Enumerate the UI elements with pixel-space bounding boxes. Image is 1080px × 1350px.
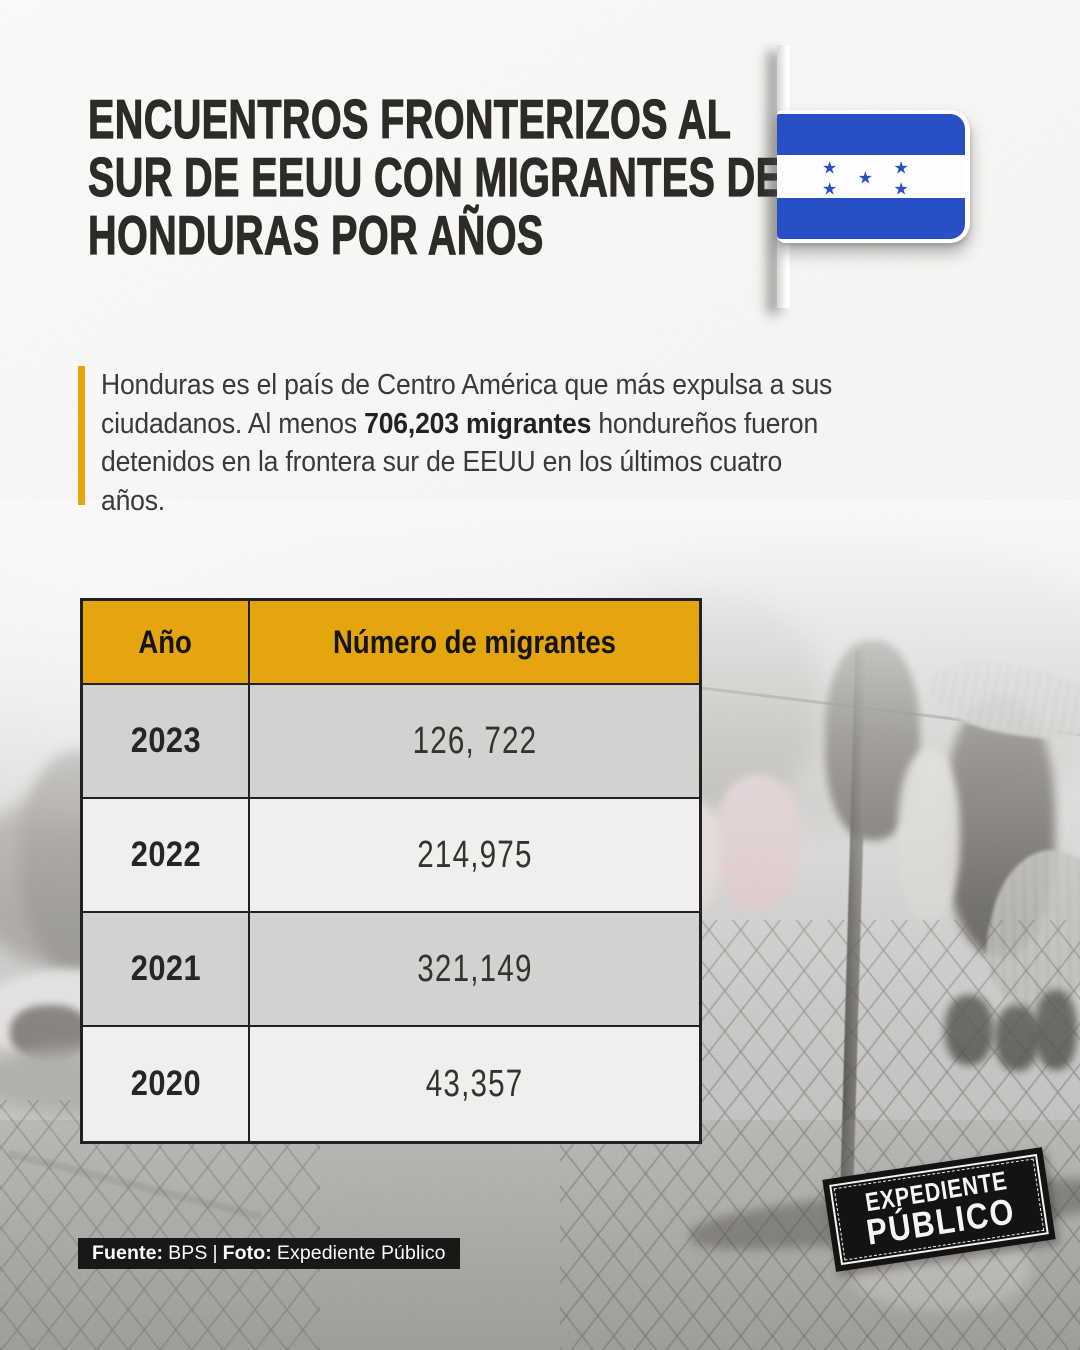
migrants-value: 43,357 bbox=[425, 1062, 524, 1105]
migrants-value: 126, 722 bbox=[412, 719, 537, 762]
flag-stripe-blue bbox=[777, 198, 965, 239]
flag-star-icon: ★ bbox=[857, 168, 873, 188]
year-value: 2020 bbox=[130, 1064, 201, 1103]
flag-star-icon: ★ bbox=[893, 179, 909, 199]
accent-bar bbox=[78, 366, 85, 505]
migrants-value: 321,149 bbox=[416, 947, 533, 990]
source-label: Fuente: bbox=[92, 1242, 164, 1264]
flag-stripe-blue bbox=[777, 114, 965, 155]
migrants-table: Año Número de migrantes 2023 126, 722 20… bbox=[80, 598, 702, 1144]
table-row-year: 2023 bbox=[83, 685, 250, 799]
title-line: SUR DE EEUU CON MIGRANTES DE bbox=[88, 146, 783, 208]
table-row-year: 2022 bbox=[83, 799, 250, 913]
table-row-value: 43,357 bbox=[250, 1027, 699, 1141]
honduras-flag-icon: ★ ★ ★ ★ ★ bbox=[777, 110, 970, 243]
table-row-value: 214,975 bbox=[250, 799, 699, 913]
intro-block: Honduras es el país de Centro América qu… bbox=[78, 366, 911, 520]
year-value: 2023 bbox=[130, 721, 201, 760]
caption-separator: | bbox=[212, 1242, 218, 1264]
table-header-year: Año bbox=[83, 601, 250, 685]
intro-highlight: 706,203 migrantes bbox=[364, 407, 592, 440]
flag-star-icon: ★ bbox=[822, 158, 838, 178]
year-value: 2021 bbox=[130, 949, 201, 988]
photo-label: Foto: bbox=[222, 1242, 272, 1264]
title-line: HONDURAS POR AÑOS bbox=[88, 204, 544, 266]
header-year-label: Año bbox=[138, 623, 193, 660]
migrants-value: 214,975 bbox=[416, 833, 533, 876]
flag-star-icon: ★ bbox=[822, 179, 838, 199]
year-value: 2022 bbox=[130, 835, 201, 874]
table-row-value: 126, 722 bbox=[250, 685, 699, 799]
photo-value: Expediente Público bbox=[276, 1242, 446, 1264]
source-value: BPS bbox=[168, 1242, 208, 1264]
source-caption: Fuente: BPS | Foto: Expediente Público bbox=[78, 1238, 460, 1269]
table-row-year: 2020 bbox=[83, 1027, 250, 1141]
intro-paragraph: Honduras es el país de Centro América qu… bbox=[101, 366, 842, 520]
table-row-value: 321,149 bbox=[250, 913, 699, 1027]
flag-star-icon: ★ bbox=[893, 158, 909, 178]
header-migrants-label: Número de migrantes bbox=[333, 623, 616, 660]
table-row-year: 2021 bbox=[83, 913, 250, 1027]
flag-stripes: ★ ★ ★ ★ ★ bbox=[777, 114, 965, 239]
table-header-migrants: Número de migrantes bbox=[250, 601, 699, 685]
stamp-frame-inner: EXPEDIENTE PÚBLICO bbox=[833, 1158, 1045, 1261]
title-line: ENCUENTROS FRONTERIZOS AL bbox=[88, 88, 732, 150]
